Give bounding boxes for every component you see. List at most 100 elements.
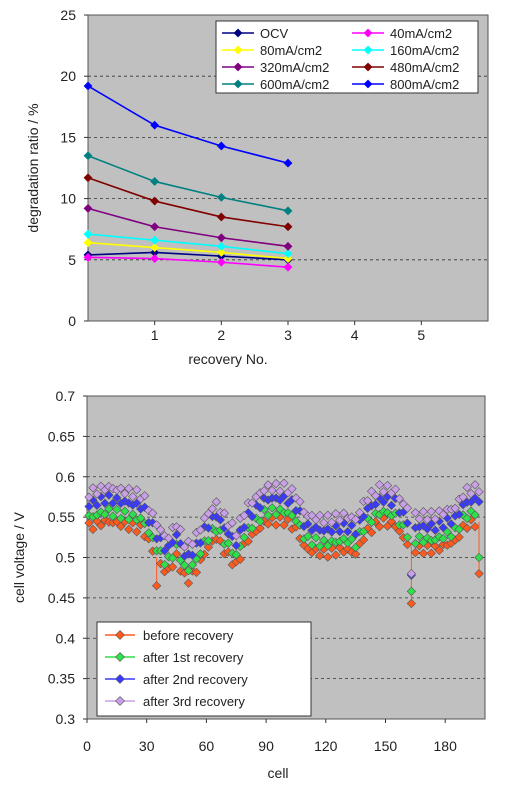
data-point (104, 490, 114, 500)
data-point (283, 206, 293, 216)
data-point (267, 485, 277, 495)
data-point (83, 252, 93, 262)
x-tick-label: 5 (417, 327, 425, 343)
data-point (378, 487, 389, 497)
data-point (450, 503, 460, 513)
legend-marker (233, 28, 243, 38)
data-point (92, 500, 102, 510)
series-line (87, 177, 289, 228)
x-tick-label: 4 (351, 327, 359, 343)
data-point (418, 548, 428, 559)
data-point (303, 519, 313, 529)
data-point (227, 518, 237, 528)
data-point (430, 514, 440, 524)
data-point (283, 222, 293, 232)
data-point (454, 509, 464, 519)
data-point (263, 519, 273, 529)
series-3 (83, 229, 293, 259)
data-point (150, 235, 160, 245)
data-point (386, 516, 397, 527)
data-point (315, 541, 325, 551)
y-tick-label: 15 (60, 129, 76, 145)
data-point (128, 492, 138, 502)
data-point (195, 549, 206, 559)
legend-label: OCV (260, 26, 289, 41)
y-tick-label: 0 (68, 313, 76, 329)
data-point (215, 515, 225, 525)
data-point (287, 484, 297, 494)
data-point (136, 513, 146, 523)
data-point (374, 522, 385, 532)
legend-item: after 3rd recovery (105, 694, 245, 709)
data-point (402, 518, 413, 528)
data-point (144, 505, 154, 516)
data-point (374, 480, 385, 490)
legend-marker (115, 652, 125, 662)
data-point (275, 486, 285, 496)
data-point (195, 525, 206, 535)
data-point (96, 520, 106, 531)
data-point (351, 514, 361, 525)
data-point (418, 507, 428, 517)
x-tick-label: 90 (258, 738, 274, 754)
data-point (187, 550, 198, 560)
legend: before recovery after 1st recovery after 2… (96, 621, 312, 717)
data-point (327, 527, 337, 537)
data-point (446, 519, 456, 529)
y-tick-label: 20 (60, 68, 76, 84)
y-tick-label: 0.5 (56, 550, 76, 566)
data-point (263, 480, 273, 490)
data-point (283, 262, 293, 272)
data-point (247, 512, 257, 522)
data-point (112, 504, 122, 515)
data-point (223, 529, 233, 539)
data-point (402, 539, 413, 550)
data-point (231, 531, 241, 541)
data-point (83, 203, 93, 213)
data-point (150, 177, 160, 186)
data-point (216, 212, 226, 222)
legend-label: 40mA/cm2 (390, 26, 452, 41)
data-point (83, 81, 93, 91)
series-line (87, 256, 289, 268)
legend-label: 600mA/cm2 (260, 77, 329, 92)
data-point (124, 483, 134, 494)
data-point (438, 534, 448, 544)
data-point (128, 509, 138, 519)
data-point (216, 257, 226, 267)
legend-marker (233, 79, 243, 89)
data-point (426, 506, 436, 517)
data-point (394, 494, 405, 504)
data-point (430, 525, 440, 535)
data-point (339, 508, 349, 518)
data-point (216, 192, 226, 202)
data-point (167, 562, 178, 572)
y-tick-label: 10 (60, 191, 76, 207)
data-point (351, 542, 361, 553)
data-point (390, 484, 401, 494)
data-point (163, 533, 174, 543)
data-point (283, 241, 293, 251)
x-tick-label: 3 (284, 327, 292, 343)
data-point (466, 488, 476, 499)
x-tick-label: 150 (374, 738, 398, 754)
data-point (83, 229, 93, 239)
data-point (140, 491, 150, 501)
series-2 (84, 490, 484, 580)
data-point (179, 560, 190, 570)
data-point (366, 527, 377, 538)
data-point (150, 120, 160, 130)
data-point (283, 158, 293, 168)
series-line (87, 85, 289, 164)
data-point (255, 516, 265, 526)
data-point (159, 546, 170, 556)
data-point (219, 508, 229, 518)
y-tick-label: 0.3 (56, 711, 76, 727)
data-point (255, 503, 265, 513)
series-line (87, 251, 289, 261)
x-tick-label: 120 (314, 738, 338, 754)
data-point (231, 550, 241, 560)
series-6 (83, 151, 293, 216)
data-point (171, 522, 182, 532)
data-point (263, 510, 273, 521)
